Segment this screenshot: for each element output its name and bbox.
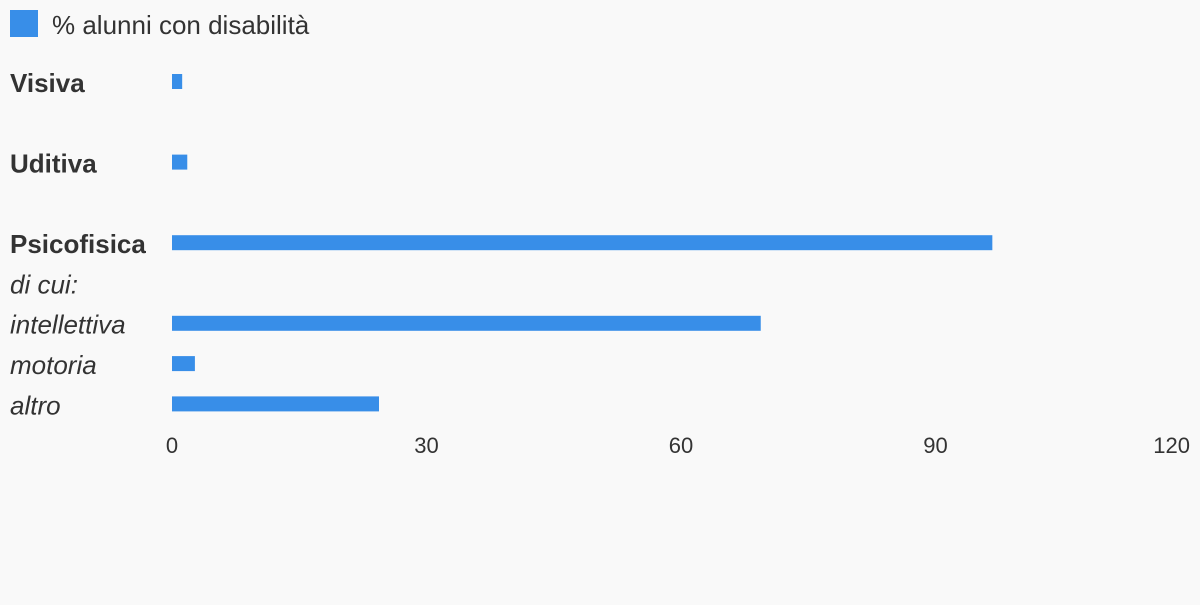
y-tick-label: Psicofisica (10, 229, 146, 259)
x-tick-label: 120 (1153, 433, 1190, 458)
y-tick-label: di cui: (10, 269, 78, 299)
x-tick-label: 30 (414, 433, 438, 458)
bar (172, 235, 993, 251)
y-tick-label: intellettiva (10, 310, 126, 340)
y-tick-label: Visiva (10, 68, 85, 98)
legend-swatch (10, 10, 38, 37)
x-tick-label: 0 (166, 433, 178, 458)
y-tick-label: Uditiva (10, 148, 97, 178)
legend-label: % alunni con disabilità (52, 10, 310, 40)
y-tick-label: motoria (10, 350, 97, 380)
bar (172, 356, 195, 372)
y-tick-label: altro (10, 390, 61, 420)
x-tick-label: 90 (923, 433, 947, 458)
bar (172, 396, 379, 412)
bar (172, 315, 761, 331)
bar (172, 74, 183, 89)
x-tick-label: 60 (669, 433, 693, 458)
bar (172, 154, 188, 170)
